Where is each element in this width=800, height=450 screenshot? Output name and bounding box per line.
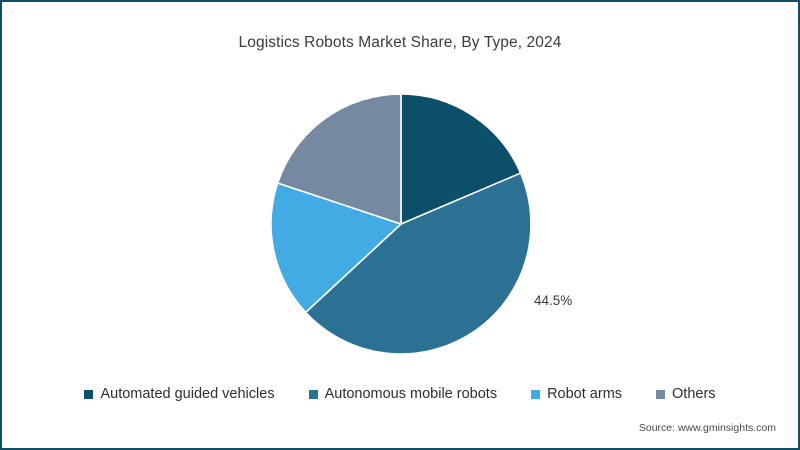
pie-slice[interactable] [276, 93, 402, 225]
legend-item-label: Others [672, 386, 716, 402]
pie-slice[interactable] [400, 93, 522, 225]
pie-slice[interactable] [270, 182, 402, 314]
legend-item[interactable]: Autonomous mobile robots [308, 386, 498, 402]
legend-item[interactable]: Robot arms [531, 386, 622, 402]
pie-slice-group [270, 93, 532, 355]
pie-chart [270, 93, 532, 355]
chart-legend: Automated guided vehicles Autonomous mobi… [2, 386, 798, 402]
legend-swatch-icon [531, 389, 541, 399]
legend-item[interactable]: Others [656, 386, 716, 402]
pie-data-label-autonomous-mobile-robots: 44.5% [534, 293, 573, 308]
chart-title: Logistics Robots Market Share, By Type, … [238, 34, 562, 51]
legend-swatch-icon [656, 389, 666, 399]
legend-swatch-icon [84, 389, 94, 399]
legend-item-label: Automated guided vehicles [100, 386, 275, 402]
pie-slice[interactable] [304, 172, 532, 355]
legend-item-label: Robot arms [547, 386, 623, 402]
legend-swatch-icon [308, 389, 318, 399]
legend-item[interactable]: Automated guided vehicles [84, 386, 275, 402]
source-note: Source: www.gminsights.com [638, 422, 776, 434]
pie-chart-svg [270, 93, 532, 355]
legend-item-label: Autonomous mobile robots [324, 386, 498, 402]
